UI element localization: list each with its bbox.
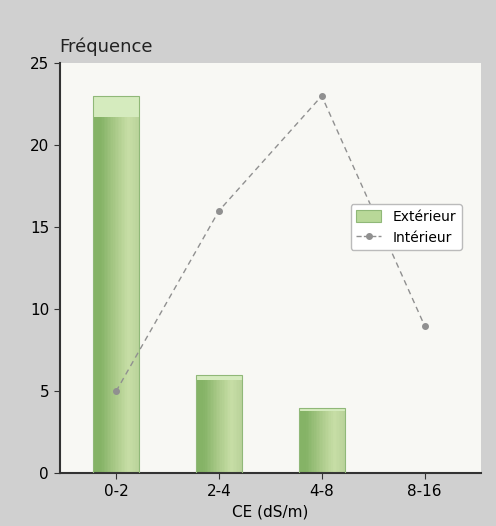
Bar	[108, 96, 110, 473]
Bar	[102, 96, 104, 473]
Bar	[101, 96, 102, 473]
Bar	[314, 408, 315, 473]
Bar	[339, 408, 340, 473]
Bar	[121, 96, 122, 473]
Bar	[228, 375, 230, 473]
Bar	[93, 96, 94, 473]
Bar	[307, 408, 308, 473]
Bar	[134, 96, 136, 473]
Bar	[233, 375, 234, 473]
Bar	[342, 408, 343, 473]
Bar	[200, 375, 202, 473]
X-axis label: CE (dS/m): CE (dS/m)	[232, 504, 309, 519]
Bar	[99, 96, 101, 473]
Bar	[241, 375, 242, 473]
Bar	[299, 408, 345, 473]
Bar	[343, 408, 345, 473]
Bar	[93, 96, 139, 473]
Bar	[214, 375, 216, 473]
Bar	[303, 408, 305, 473]
Bar	[94, 96, 96, 473]
Bar	[105, 96, 107, 473]
Bar	[93, 96, 139, 117]
Bar	[325, 408, 326, 473]
Bar	[227, 375, 228, 473]
Bar	[236, 375, 238, 473]
Bar	[225, 375, 227, 473]
Bar	[305, 408, 307, 473]
Bar	[96, 96, 98, 473]
Bar	[104, 96, 105, 473]
Bar	[122, 96, 124, 473]
Text: Fréquence: Fréquence	[60, 37, 153, 56]
Bar	[113, 96, 115, 473]
Bar	[107, 96, 108, 473]
Bar	[336, 408, 337, 473]
Bar	[329, 408, 331, 473]
Bar	[208, 375, 210, 473]
Bar	[299, 408, 300, 473]
Bar	[202, 375, 203, 473]
Bar	[125, 96, 127, 473]
Bar	[230, 375, 231, 473]
Bar	[196, 375, 242, 380]
Bar	[127, 96, 128, 473]
Bar	[312, 408, 314, 473]
Bar	[299, 408, 345, 411]
Bar	[320, 408, 322, 473]
Bar	[331, 408, 332, 473]
Bar	[196, 375, 242, 473]
Bar	[133, 96, 134, 473]
Bar	[220, 375, 222, 473]
Bar	[308, 408, 310, 473]
Bar	[238, 375, 239, 473]
Bar	[234, 375, 236, 473]
Bar	[231, 375, 233, 473]
Bar	[98, 96, 99, 473]
Bar	[239, 375, 241, 473]
Bar	[118, 96, 119, 473]
Bar	[311, 408, 312, 473]
Bar	[119, 96, 121, 473]
Bar	[216, 375, 217, 473]
Bar	[315, 408, 317, 473]
Bar	[199, 375, 200, 473]
Bar	[224, 375, 225, 473]
Bar	[300, 408, 302, 473]
Bar	[211, 375, 213, 473]
Bar	[206, 375, 208, 473]
Bar	[219, 375, 220, 473]
Bar	[210, 375, 211, 473]
Bar	[112, 96, 113, 473]
Bar	[340, 408, 342, 473]
Bar	[110, 96, 112, 473]
Bar	[131, 96, 133, 473]
Legend: Extérieur, Intérieur: Extérieur, Intérieur	[351, 204, 461, 250]
Bar	[130, 96, 131, 473]
Bar	[197, 375, 199, 473]
Bar	[205, 375, 206, 473]
Bar	[322, 408, 323, 473]
Bar	[317, 408, 318, 473]
Bar	[203, 375, 205, 473]
Bar	[196, 375, 197, 473]
Bar	[213, 375, 214, 473]
Bar	[217, 375, 219, 473]
Bar	[116, 96, 118, 473]
Bar	[302, 408, 303, 473]
Bar	[334, 408, 336, 473]
Bar	[337, 408, 339, 473]
Bar	[138, 96, 139, 473]
Bar	[136, 96, 138, 473]
Bar	[222, 375, 224, 473]
Bar	[124, 96, 125, 473]
Bar	[310, 408, 311, 473]
Bar	[332, 408, 334, 473]
Bar	[328, 408, 329, 473]
Bar	[115, 96, 116, 473]
Bar	[318, 408, 320, 473]
Bar	[323, 408, 325, 473]
Bar	[128, 96, 130, 473]
Bar	[326, 408, 328, 473]
